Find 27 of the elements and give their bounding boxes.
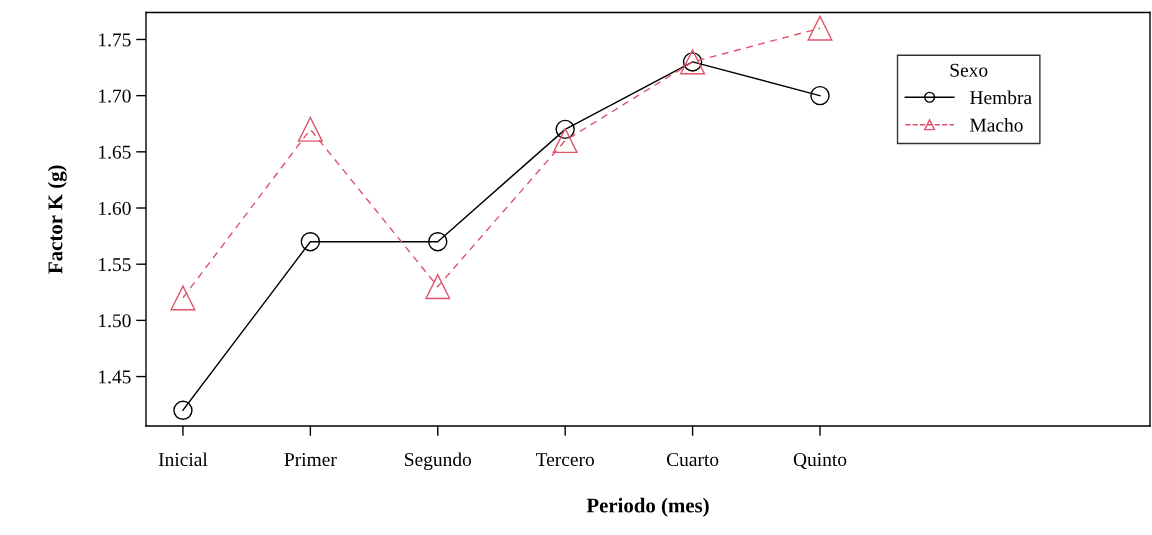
x-tick-label: Quinto [793, 453, 847, 470]
point [300, 231, 321, 252]
point [297, 116, 323, 142]
x-tick-label: Primer [284, 453, 337, 467]
y-axis-title: Factor K (g) [47, 165, 67, 274]
y-tick-label: 1.60 [99, 201, 131, 216]
point [552, 128, 578, 154]
x-tick-label: Segundo [405, 452, 472, 471]
y-tick-label: 1.75 [99, 33, 131, 47]
y-tick-label: 1.70 [99, 89, 131, 103]
point [425, 274, 451, 300]
legend-title: Sexo [950, 63, 988, 77]
y-tick-label: 1.45 [99, 370, 131, 384]
point [807, 15, 833, 41]
x-tick-label: Inicial [158, 452, 208, 467]
point [173, 400, 193, 420]
x-tick-label: Cuarto [666, 453, 719, 467]
legend-label: Hembra [970, 90, 1032, 105]
x-axis-title: Periodo (mes) [586, 497, 709, 517]
y-tick-label: 1.50 [99, 314, 131, 328]
x-tick-label: Tercero [535, 453, 594, 467]
point [170, 285, 196, 311]
legend-label: Macho [970, 118, 1023, 132]
y-tick-label: 1.55 [99, 258, 131, 272]
point [810, 85, 830, 106]
y-tick-label: 1.65 [99, 145, 131, 159]
point [428, 231, 448, 252]
